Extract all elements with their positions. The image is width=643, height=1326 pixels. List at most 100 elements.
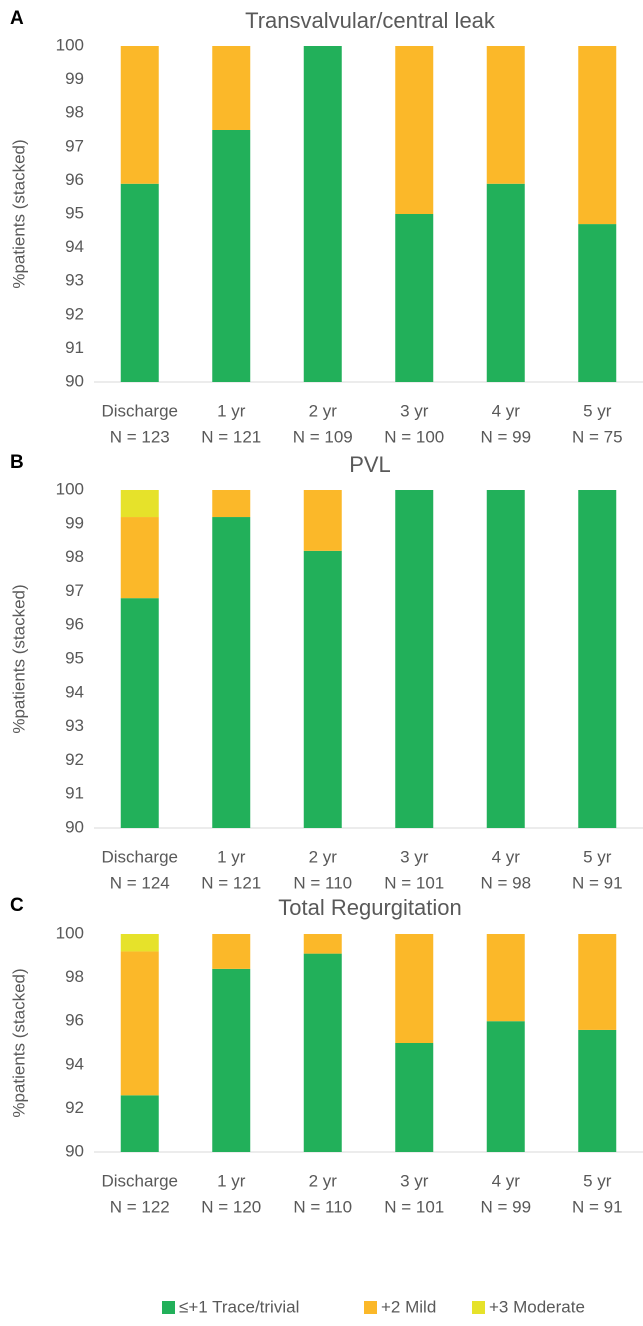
bar-segment [395, 46, 434, 214]
y-tick-label: 100 [56, 35, 84, 54]
bar-segment [395, 214, 434, 382]
bar-segment [486, 1021, 525, 1152]
y-tick-label: 92 [65, 1098, 84, 1117]
x-tick-label: 1 yr [217, 1171, 246, 1190]
bar-segment [486, 934, 525, 1022]
x-tick-label: 5 yr [583, 847, 612, 866]
bar-segment [212, 968, 251, 1152]
panel-label: B [10, 452, 24, 473]
bar-segment [486, 490, 525, 828]
bar-segment [303, 550, 342, 828]
sample-size-label: N = 122 [110, 1197, 170, 1216]
sample-size-label: N = 91 [572, 873, 623, 892]
y-tick-label: 91 [65, 338, 84, 357]
legend-swatch [472, 1301, 485, 1314]
sample-size-label: N = 91 [572, 1197, 623, 1216]
chart-title: Total Regurgitation [278, 895, 461, 920]
bar-segment [486, 183, 525, 382]
y-tick-label: 98 [65, 103, 84, 122]
y-tick-label: 92 [65, 750, 84, 769]
bar-segment [212, 517, 251, 828]
x-tick-label: 2 yr [309, 847, 338, 866]
y-tick-label: 99 [65, 69, 84, 88]
x-tick-label: Discharge [101, 847, 178, 866]
x-tick-label: 3 yr [400, 847, 429, 866]
sample-size-label: N = 109 [293, 427, 353, 446]
x-tick-label: 2 yr [309, 401, 338, 420]
y-axis-label: %patients (stacked) [9, 968, 28, 1117]
sample-size-label: N = 110 [293, 873, 352, 892]
bar-segment [212, 490, 251, 518]
y-tick-label: 90 [65, 817, 84, 836]
bar-segment [486, 46, 525, 184]
y-tick-label: 94 [65, 237, 84, 256]
y-tick-label: 98 [65, 967, 84, 986]
y-tick-label: 92 [65, 304, 84, 323]
x-tick-label: 4 yr [492, 401, 521, 420]
x-tick-label: 5 yr [583, 1171, 612, 1190]
sample-size-label: N = 121 [201, 427, 261, 446]
y-tick-label: 96 [65, 615, 84, 634]
bar-segment [120, 598, 159, 828]
x-tick-label: Discharge [101, 401, 178, 420]
bar-segment [212, 46, 251, 130]
chart-title: PVL [349, 452, 391, 477]
bar-segment [578, 1029, 617, 1152]
sample-size-label: N = 99 [480, 427, 531, 446]
bar-segment [120, 934, 159, 952]
bar-segment [303, 934, 342, 954]
chart-title: Transvalvular/central leak [245, 8, 496, 33]
bar-segment [578, 490, 617, 828]
sample-size-label: N = 101 [384, 1197, 444, 1216]
x-tick-label: Discharge [101, 1171, 178, 1190]
sample-size-label: N = 120 [201, 1197, 261, 1216]
y-axis-label: %patients (stacked) [9, 139, 28, 288]
x-tick-label: 1 yr [217, 847, 246, 866]
sample-size-label: N = 121 [201, 873, 261, 892]
y-tick-label: 97 [65, 136, 84, 155]
sample-size-label: N = 110 [293, 1197, 352, 1216]
sample-size-label: N = 75 [572, 427, 623, 446]
bar-segment [303, 953, 342, 1152]
sample-size-label: N = 98 [480, 873, 531, 892]
bar-segment [303, 46, 342, 382]
x-tick-label: 1 yr [217, 401, 246, 420]
y-tick-label: 93 [65, 716, 84, 735]
bar-segment [120, 46, 159, 184]
y-tick-label: 96 [65, 170, 84, 189]
bar-segment [120, 951, 159, 1096]
y-tick-label: 99 [65, 513, 84, 532]
legend-label: +3 Moderate [489, 1297, 585, 1316]
x-tick-label: 5 yr [583, 401, 612, 420]
sample-size-label: N = 123 [110, 427, 170, 446]
y-tick-label: 90 [65, 371, 84, 390]
bar-segment [395, 490, 434, 828]
y-tick-label: 95 [65, 648, 84, 667]
bar-segment [120, 490, 159, 518]
x-tick-label: 3 yr [400, 1171, 429, 1190]
bar-segment [395, 1043, 434, 1152]
sample-size-label: N = 101 [384, 873, 444, 892]
y-tick-label: 90 [65, 1141, 84, 1160]
x-tick-label: 4 yr [492, 847, 521, 866]
y-tick-label: 98 [65, 547, 84, 566]
legend-label: ≤+1 Trace/trivial [179, 1297, 299, 1316]
x-tick-label: 3 yr [400, 401, 429, 420]
legend-label: +2 Mild [381, 1297, 436, 1316]
legend-swatch [162, 1301, 175, 1314]
panel-label: C [10, 895, 24, 916]
bar-segment [303, 490, 342, 551]
bar-segment [578, 934, 617, 1030]
bar-segment [120, 1095, 159, 1152]
y-tick-label: 96 [65, 1011, 84, 1030]
bar-segment [212, 934, 251, 969]
bar-segment [395, 934, 434, 1043]
legend-swatch [364, 1301, 377, 1314]
bar-segment [578, 224, 617, 382]
y-axis-label: %patients (stacked) [9, 584, 28, 733]
bar-segment [578, 46, 617, 225]
sample-size-label: N = 100 [384, 427, 444, 446]
y-tick-label: 93 [65, 271, 84, 290]
y-tick-label: 94 [65, 682, 84, 701]
